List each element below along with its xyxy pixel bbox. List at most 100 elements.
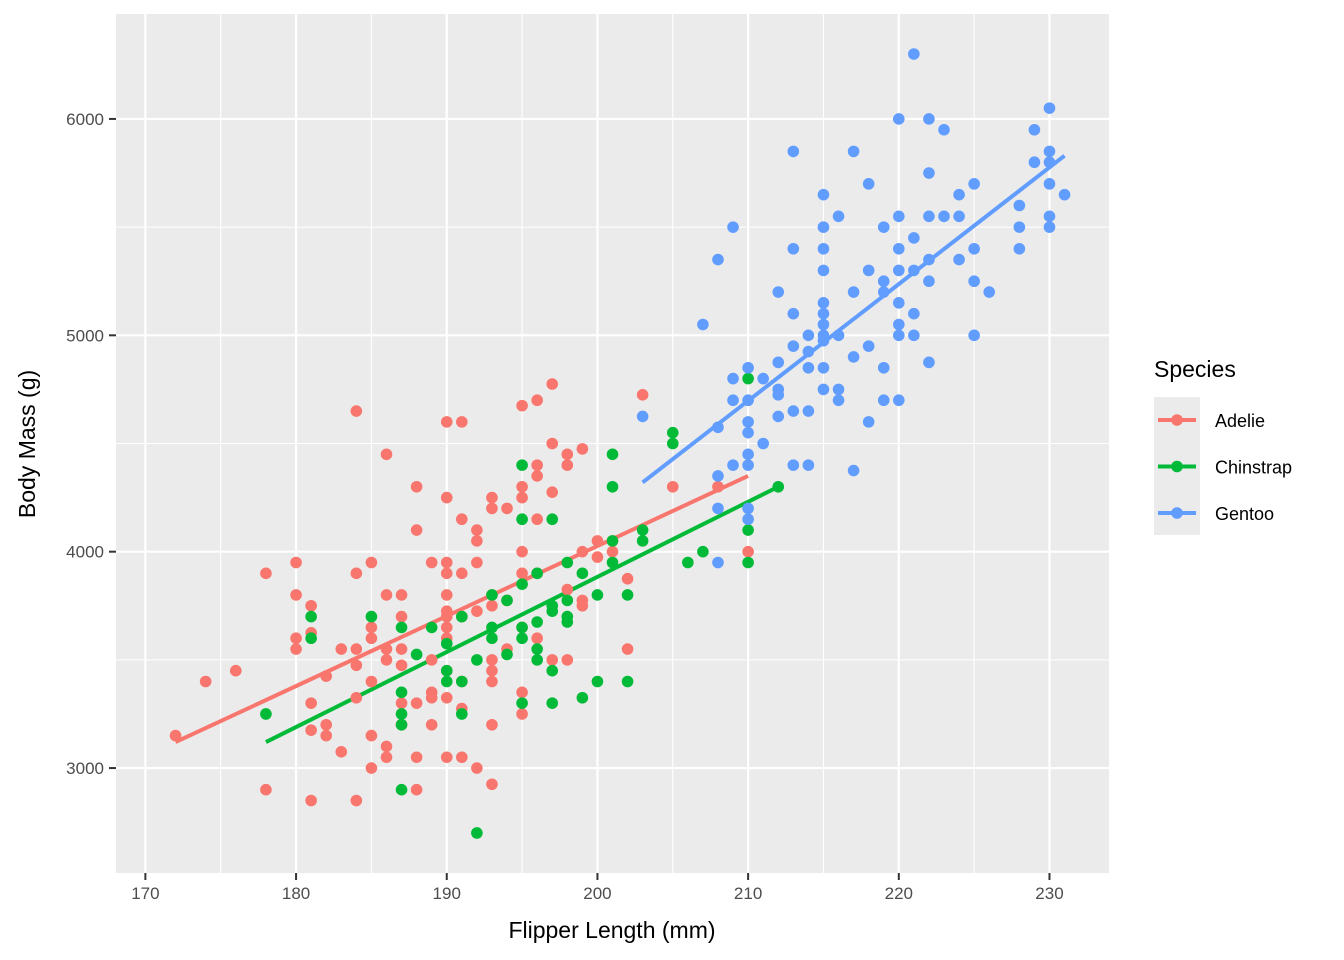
data-point: [591, 589, 604, 601]
data-point: [697, 318, 709, 331]
data-point: [395, 643, 408, 655]
data-point: [1043, 145, 1056, 158]
data-point: [892, 264, 905, 277]
data-point: [877, 275, 890, 288]
data-point: [471, 827, 483, 839]
data-point: [350, 659, 363, 672]
data-point: [621, 675, 634, 688]
legend-key-gentoo: [1158, 507, 1196, 519]
data-point: [305, 632, 317, 645]
data-point: [516, 686, 528, 699]
data-point: [576, 691, 589, 704]
data-point: [1013, 199, 1026, 212]
data-point: [802, 459, 815, 471]
data-point: [380, 740, 393, 753]
x-tick-label: 230: [1035, 884, 1063, 903]
data-point: [486, 675, 498, 688]
data-point: [576, 567, 589, 580]
grid-minor: [116, 14, 1109, 873]
data-point: [606, 545, 619, 558]
data-point: [847, 145, 860, 158]
data-point: [591, 675, 604, 688]
data-point: [380, 448, 393, 461]
data-point: [832, 329, 845, 342]
legend-key-point: [1171, 507, 1183, 519]
x-tick-label: 200: [583, 884, 611, 903]
x-tick-label: 170: [131, 884, 159, 903]
data-point: [260, 783, 272, 796]
data-point: [1013, 242, 1026, 255]
data-point: [817, 188, 830, 201]
data-point: [953, 210, 965, 223]
data-point: [169, 729, 182, 742]
data-point: [410, 480, 423, 493]
data-point: [817, 242, 830, 255]
legend-label: Adelie: [1215, 411, 1265, 431]
legend-label: Gentoo: [1215, 504, 1274, 524]
data-point: [953, 253, 965, 266]
data-point: [471, 654, 483, 666]
data-point: [471, 535, 483, 547]
data-point: [727, 372, 739, 385]
data-point: [199, 675, 212, 688]
data-point: [516, 632, 528, 645]
y-axis: 3000 4000 5000 6000: [66, 110, 116, 778]
data-point: [772, 356, 785, 369]
data-point: [742, 394, 754, 407]
data-point: [486, 664, 498, 677]
data-point: [862, 264, 875, 277]
legend-key-point: [1171, 414, 1183, 426]
data-point: [561, 459, 574, 471]
data-point: [636, 524, 649, 536]
data-point: [712, 421, 724, 434]
y-axis-title: Body Mass (g): [14, 370, 40, 518]
data-point: [335, 746, 348, 758]
y-tick-label: 3000: [66, 759, 104, 778]
data-point: [817, 318, 830, 331]
data-point: [636, 389, 649, 401]
legend-key-adelie: [1158, 414, 1196, 426]
data-point: [516, 480, 528, 493]
legend-title: Species: [1154, 356, 1236, 382]
data-point: [666, 437, 679, 450]
y-tick-label: 6000: [66, 110, 104, 129]
data-point: [395, 783, 408, 796]
data-point: [440, 589, 453, 601]
data-point: [877, 394, 890, 407]
data-point: [923, 356, 935, 369]
data-point: [305, 610, 317, 623]
data-point: [892, 318, 905, 331]
data-point: [501, 648, 513, 661]
data-point: [697, 545, 709, 558]
data-point: [531, 459, 543, 471]
data-point: [682, 556, 694, 569]
data-point: [877, 361, 890, 374]
data-point: [817, 264, 830, 277]
data-point: [395, 708, 408, 720]
data-point: [847, 351, 860, 363]
data-point: [712, 253, 724, 266]
data-point: [350, 794, 363, 807]
data-point: [742, 513, 754, 526]
data-point: [742, 361, 754, 374]
data-point: [561, 594, 574, 607]
data-point: [908, 307, 920, 320]
data-point: [486, 621, 498, 634]
data-point: [440, 610, 453, 623]
data-point: [817, 307, 830, 320]
data-point: [320, 718, 333, 731]
data-point: [410, 524, 423, 536]
data-point: [440, 621, 453, 634]
data-point: [456, 610, 468, 623]
data-point: [757, 437, 769, 450]
data-point: [365, 675, 378, 688]
data-point: [365, 621, 378, 634]
data-point: [862, 340, 875, 352]
data-point: [591, 535, 604, 547]
data-point: [395, 686, 408, 699]
x-axis-title: Flipper Length (mm): [508, 917, 715, 943]
data-point: [727, 221, 739, 233]
data-point: [425, 718, 438, 731]
data-point: [892, 297, 905, 309]
data-point: [305, 794, 317, 807]
